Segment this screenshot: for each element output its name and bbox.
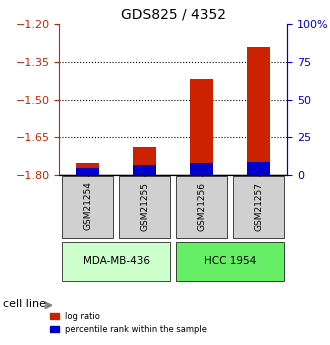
Text: cell line: cell line bbox=[3, 299, 46, 308]
Bar bbox=[190, 163, 213, 175]
Text: GSM21255: GSM21255 bbox=[140, 181, 149, 230]
Bar bbox=[133, 147, 156, 175]
Title: GDS825 / 4352: GDS825 / 4352 bbox=[121, 8, 226, 22]
Bar bbox=[133, 165, 156, 175]
Bar bbox=[77, 168, 99, 175]
Bar bbox=[190, 79, 213, 175]
FancyBboxPatch shape bbox=[176, 242, 284, 281]
Bar bbox=[77, 162, 99, 175]
Text: GSM21256: GSM21256 bbox=[197, 181, 206, 230]
FancyBboxPatch shape bbox=[62, 242, 170, 281]
FancyBboxPatch shape bbox=[233, 176, 284, 238]
Text: MDA-MB-436: MDA-MB-436 bbox=[83, 256, 150, 266]
Bar bbox=[247, 161, 270, 175]
Text: GSM21254: GSM21254 bbox=[83, 181, 92, 230]
FancyBboxPatch shape bbox=[119, 176, 170, 238]
Text: HCC 1954: HCC 1954 bbox=[204, 256, 256, 266]
Text: GSM21257: GSM21257 bbox=[254, 181, 263, 230]
FancyBboxPatch shape bbox=[62, 176, 114, 238]
FancyBboxPatch shape bbox=[176, 176, 227, 238]
Legend: log ratio, percentile rank within the sample: log ratio, percentile rank within the sa… bbox=[47, 308, 211, 337]
Bar bbox=[247, 47, 270, 175]
